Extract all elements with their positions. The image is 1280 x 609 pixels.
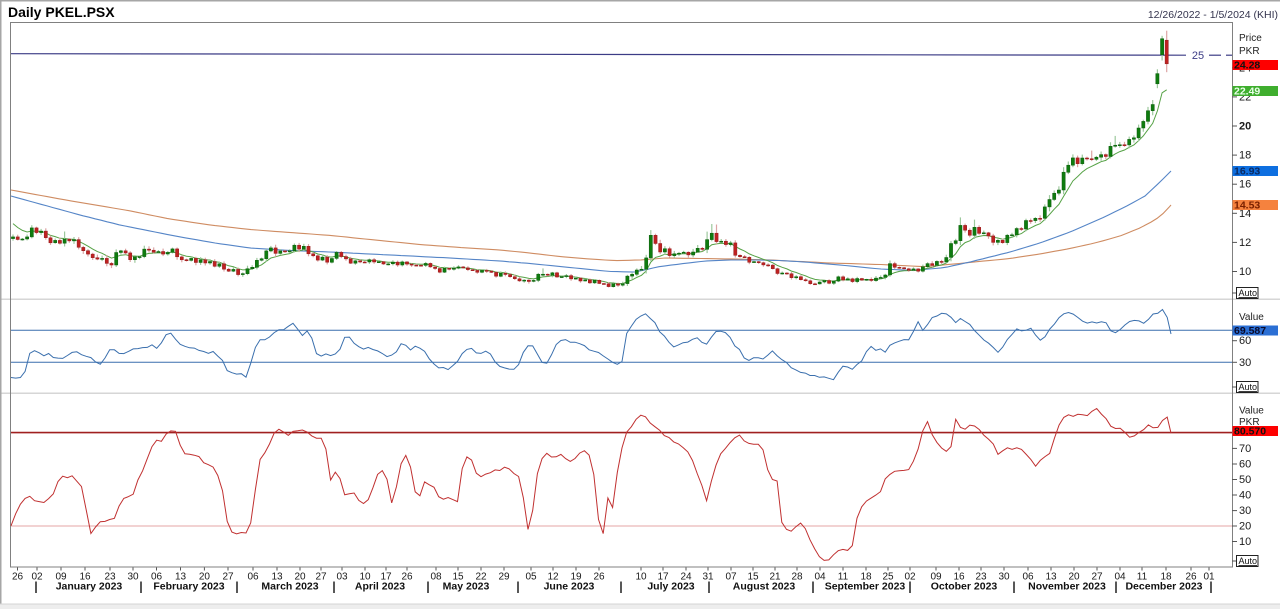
svg-text:13: 13	[1045, 572, 1057, 583]
svg-text:02: 02	[904, 572, 916, 583]
svg-text:11: 11	[1137, 572, 1148, 583]
svg-text:10: 10	[1239, 536, 1251, 548]
svg-text:16: 16	[953, 572, 965, 583]
svg-text:Auto: Auto	[1239, 288, 1258, 298]
svg-text:PKR: PKR	[1239, 46, 1260, 57]
svg-text:Price: Price	[1239, 33, 1262, 44]
svg-text:PKR: PKR	[1239, 417, 1260, 428]
svg-text:17: 17	[380, 572, 392, 583]
svg-text:January 2023: January 2023	[56, 581, 123, 593]
svg-text:27: 27	[222, 572, 234, 583]
svg-text:70: 70	[1239, 443, 1251, 455]
svg-text:24: 24	[680, 572, 692, 583]
svg-text:23: 23	[104, 572, 116, 583]
svg-text:40: 40	[1239, 490, 1251, 502]
svg-text:26: 26	[12, 572, 24, 583]
svg-text:20: 20	[1239, 521, 1251, 533]
svg-text:10: 10	[1239, 266, 1251, 278]
svg-text:08: 08	[430, 572, 442, 583]
svg-text:01: 01	[1203, 572, 1215, 583]
svg-text:25: 25	[1192, 50, 1204, 62]
svg-text:14.53: 14.53	[1234, 200, 1260, 212]
svg-text:11: 11	[838, 572, 849, 583]
svg-text:02: 02	[31, 572, 43, 583]
svg-text:Daily PKEL.PSX: Daily PKEL.PSX	[8, 4, 115, 20]
svg-text:04: 04	[814, 572, 826, 583]
svg-text:30: 30	[998, 572, 1010, 583]
svg-text:13: 13	[271, 572, 283, 583]
svg-text:30: 30	[1239, 505, 1251, 517]
svg-text:10: 10	[359, 572, 371, 583]
svg-text:20: 20	[1239, 121, 1251, 133]
svg-text:Value: Value	[1239, 406, 1264, 417]
svg-text:16: 16	[79, 572, 91, 583]
svg-text:20: 20	[1068, 572, 1080, 583]
svg-text:Auto: Auto	[1239, 556, 1258, 566]
svg-text:21: 21	[769, 572, 781, 583]
svg-text:14: 14	[1239, 208, 1251, 220]
svg-text:27: 27	[1091, 572, 1103, 583]
svg-text:November 2023: November 2023	[1028, 581, 1106, 593]
svg-text:March 2023: March 2023	[261, 581, 318, 593]
svg-text:26: 26	[401, 572, 413, 583]
svg-text:July 2023: July 2023	[647, 581, 694, 593]
svg-text:06: 06	[1022, 572, 1034, 583]
svg-text:03: 03	[336, 572, 348, 583]
svg-text:25: 25	[882, 572, 894, 583]
svg-text:15: 15	[452, 572, 464, 583]
svg-text:22: 22	[475, 572, 487, 583]
svg-text:06: 06	[151, 572, 163, 583]
svg-text:10: 10	[635, 572, 647, 583]
svg-text:16: 16	[1239, 179, 1251, 191]
svg-text:May 2023: May 2023	[443, 581, 490, 593]
svg-text:13: 13	[175, 572, 187, 583]
svg-text:20: 20	[294, 572, 306, 583]
svg-text:30: 30	[1239, 357, 1251, 369]
svg-text:12: 12	[547, 572, 559, 583]
svg-text:Auto: Auto	[1239, 382, 1258, 392]
svg-text:28: 28	[791, 572, 803, 583]
svg-text:29: 29	[498, 572, 510, 583]
svg-text:September 2023: September 2023	[825, 581, 906, 593]
svg-text:June 2023: June 2023	[544, 581, 595, 593]
svg-text:26: 26	[1185, 572, 1197, 583]
svg-text:August 2023: August 2023	[733, 581, 796, 593]
svg-text:26: 26	[593, 572, 605, 583]
svg-text:Value: Value	[1239, 312, 1264, 323]
svg-text:15: 15	[747, 572, 759, 583]
svg-text:23: 23	[975, 572, 987, 583]
svg-text:30: 30	[127, 572, 139, 583]
svg-text:69.587: 69.587	[1234, 325, 1266, 337]
svg-text:24.28: 24.28	[1234, 60, 1260, 72]
svg-text:October 2023: October 2023	[931, 581, 998, 593]
svg-text:09: 09	[55, 572, 67, 583]
svg-text:80.570: 80.570	[1234, 426, 1266, 438]
svg-text:April 2023: April 2023	[355, 581, 405, 593]
svg-text:20: 20	[199, 572, 211, 583]
svg-text:04: 04	[1114, 572, 1126, 583]
svg-text:18: 18	[1239, 150, 1251, 162]
svg-text:06: 06	[247, 572, 259, 583]
svg-text:60: 60	[1239, 459, 1251, 471]
svg-text:18: 18	[1160, 572, 1172, 583]
svg-text:60: 60	[1239, 335, 1251, 347]
svg-text:16.93: 16.93	[1234, 166, 1260, 178]
svg-text:12/26/2022 - 1/5/2024 (KHI): 12/26/2022 - 1/5/2024 (KHI)	[1148, 9, 1278, 21]
svg-text:09: 09	[930, 572, 942, 583]
svg-text:12: 12	[1239, 237, 1251, 249]
svg-text:December 2023: December 2023	[1125, 581, 1202, 593]
svg-text:19: 19	[570, 572, 582, 583]
svg-text:22.49: 22.49	[1234, 86, 1260, 98]
svg-text:17: 17	[657, 572, 669, 583]
svg-text:05: 05	[525, 572, 537, 583]
svg-text:18: 18	[860, 572, 872, 583]
svg-text:February 2023: February 2023	[153, 581, 224, 593]
svg-text:27: 27	[315, 572, 327, 583]
svg-text:07: 07	[725, 572, 737, 583]
svg-text:31: 31	[702, 572, 714, 583]
svg-text:50: 50	[1239, 474, 1251, 486]
